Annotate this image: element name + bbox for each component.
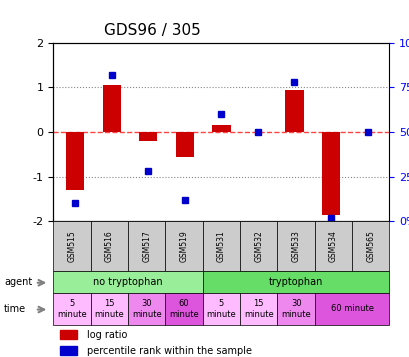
Text: time: time <box>4 304 26 314</box>
Text: 30
minute: 30 minute <box>131 299 161 318</box>
FancyBboxPatch shape <box>202 293 240 325</box>
Text: GSM534: GSM534 <box>328 230 337 262</box>
Text: GDS96 / 305: GDS96 / 305 <box>103 22 200 37</box>
FancyBboxPatch shape <box>240 221 277 271</box>
Text: GSM515: GSM515 <box>67 231 76 262</box>
Text: tryptophan: tryptophan <box>268 277 323 287</box>
FancyBboxPatch shape <box>240 293 277 325</box>
FancyBboxPatch shape <box>90 293 128 325</box>
Text: GSM532: GSM532 <box>254 231 263 262</box>
Text: percentile rank within the sample: percentile rank within the sample <box>87 346 251 356</box>
Text: GSM517: GSM517 <box>142 231 151 262</box>
FancyBboxPatch shape <box>277 293 314 325</box>
FancyBboxPatch shape <box>165 221 202 271</box>
Bar <box>285 90 303 132</box>
FancyBboxPatch shape <box>128 293 165 325</box>
FancyBboxPatch shape <box>53 271 202 293</box>
FancyBboxPatch shape <box>314 293 389 325</box>
FancyBboxPatch shape <box>53 221 90 271</box>
FancyBboxPatch shape <box>90 221 128 271</box>
Bar <box>66 132 84 190</box>
Text: GSM519: GSM519 <box>179 231 188 262</box>
Text: no tryptophan: no tryptophan <box>93 277 162 287</box>
FancyBboxPatch shape <box>314 221 351 271</box>
Text: log ratio: log ratio <box>87 330 127 340</box>
Bar <box>60 346 76 356</box>
Bar <box>212 125 230 132</box>
FancyBboxPatch shape <box>128 221 165 271</box>
Text: 60
minute: 60 minute <box>169 299 198 318</box>
Text: 30
minute: 30 minute <box>281 299 310 318</box>
Text: agent: agent <box>4 277 32 287</box>
FancyBboxPatch shape <box>53 293 90 325</box>
FancyBboxPatch shape <box>202 221 240 271</box>
Bar <box>102 85 121 132</box>
Bar <box>175 132 193 157</box>
FancyBboxPatch shape <box>351 221 389 271</box>
FancyBboxPatch shape <box>202 271 389 293</box>
Text: 5
minute: 5 minute <box>57 299 87 318</box>
Text: GSM531: GSM531 <box>216 231 225 262</box>
Text: GSM533: GSM533 <box>291 230 300 262</box>
Text: 15
minute: 15 minute <box>94 299 124 318</box>
Bar <box>321 132 339 215</box>
Text: 5
minute: 5 minute <box>206 299 236 318</box>
Bar <box>60 330 76 339</box>
Text: GSM516: GSM516 <box>105 231 114 262</box>
Text: 15
minute: 15 minute <box>243 299 273 318</box>
FancyBboxPatch shape <box>165 293 202 325</box>
FancyBboxPatch shape <box>277 221 314 271</box>
Bar <box>139 132 157 141</box>
Text: 60 minute: 60 minute <box>330 304 373 313</box>
Text: GSM565: GSM565 <box>365 230 374 262</box>
